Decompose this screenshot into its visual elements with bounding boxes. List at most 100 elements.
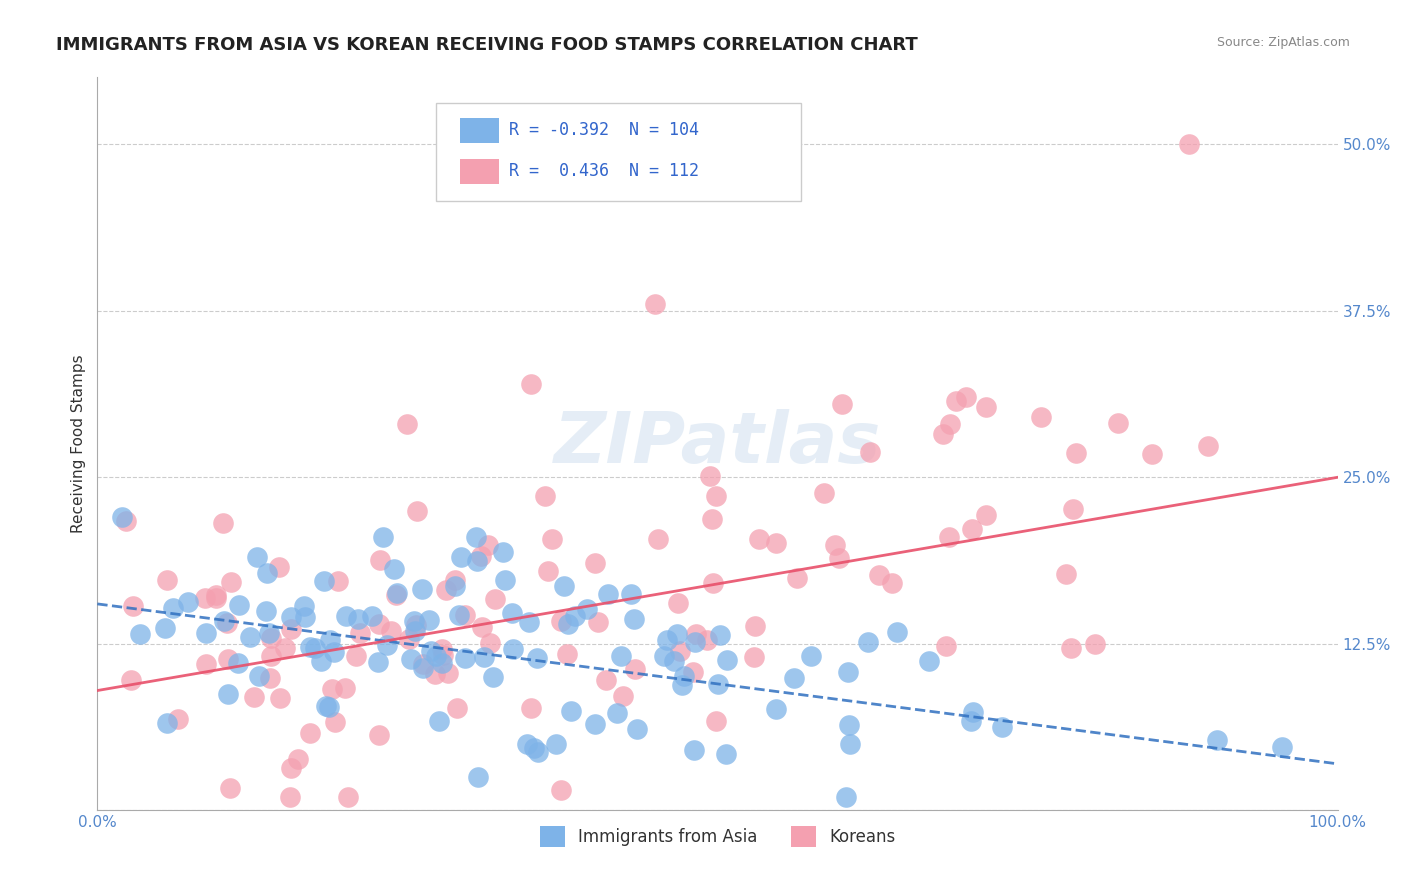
Point [516, 737, 538, 751]
Point [1140, 447, 1163, 461]
Point [683, 743, 706, 757]
Point [960, 714, 983, 728]
Point [955, 390, 977, 404]
Point [195, 657, 218, 671]
Point [243, 690, 266, 704]
Point [304, 641, 326, 656]
Point [404, 624, 426, 638]
Point [405, 617, 427, 632]
Point [128, 627, 150, 641]
Point [939, 417, 962, 432]
Point [177, 595, 200, 609]
Point [484, 592, 506, 607]
Point [626, 722, 648, 736]
Point [335, 681, 357, 696]
Point [155, 621, 177, 635]
Point [1063, 501, 1085, 516]
Point [828, 551, 851, 566]
Point [260, 649, 283, 664]
Point [323, 715, 346, 730]
Point [299, 640, 322, 655]
Point [385, 588, 408, 602]
Point [962, 706, 984, 720]
Point [411, 582, 433, 596]
Point [425, 648, 447, 663]
Point [247, 669, 270, 683]
Point [644, 297, 666, 311]
Point [114, 514, 136, 528]
Point [371, 530, 394, 544]
Point [744, 619, 766, 633]
Point [194, 625, 217, 640]
Point [367, 655, 389, 669]
Point [799, 649, 821, 664]
Point [583, 557, 606, 571]
Point [526, 650, 548, 665]
Point [1197, 439, 1219, 453]
Point [838, 718, 860, 732]
Point [246, 549, 269, 564]
Point [974, 508, 997, 523]
Point [839, 737, 862, 751]
Point [287, 752, 309, 766]
Point [748, 532, 770, 546]
Point [292, 599, 315, 613]
Point [742, 650, 765, 665]
Point [886, 625, 908, 640]
Point [375, 638, 398, 652]
Point [523, 740, 546, 755]
Point [1064, 446, 1087, 460]
Point [437, 666, 460, 681]
Point [418, 613, 440, 627]
Point [280, 609, 302, 624]
Point [298, 726, 321, 740]
Point [960, 522, 983, 536]
Point [321, 682, 343, 697]
Point [560, 704, 582, 718]
Point [212, 614, 235, 628]
Point [318, 700, 340, 714]
Point [361, 609, 384, 624]
Point [583, 716, 606, 731]
Point [315, 699, 337, 714]
Text: Source: ZipAtlas.com: Source: ZipAtlas.com [1216, 36, 1350, 49]
Point [682, 665, 704, 680]
Point [520, 376, 543, 391]
Point [494, 573, 516, 587]
Point [217, 687, 239, 701]
Point [550, 615, 572, 629]
Point [702, 576, 724, 591]
Point [471, 620, 494, 634]
Point [672, 669, 695, 683]
Point [122, 599, 145, 614]
Point [527, 746, 550, 760]
Point [544, 737, 567, 751]
Point [309, 654, 332, 668]
Point [194, 591, 217, 605]
Point [700, 511, 723, 525]
Point [347, 612, 370, 626]
Legend: Immigrants from Asia, Koreans: Immigrants from Asia, Koreans [533, 820, 903, 854]
Y-axis label: Receiving Food Stamps: Receiving Food Stamps [72, 355, 86, 533]
Point [813, 486, 835, 500]
Point [432, 648, 454, 662]
Text: IMMIGRANTS FROM ASIA VS KOREAN RECEIVING FOOD STAMPS CORRELATION CHART: IMMIGRANTS FROM ASIA VS KOREAN RECEIVING… [56, 36, 918, 54]
Point [344, 648, 367, 663]
Point [666, 627, 689, 641]
Point [491, 545, 513, 559]
Point [368, 553, 391, 567]
Point [555, 647, 578, 661]
Point [465, 554, 488, 568]
Point [412, 657, 434, 672]
Point [467, 770, 489, 784]
Point [446, 701, 468, 715]
Point [211, 516, 233, 531]
Point [765, 702, 787, 716]
Point [671, 678, 693, 692]
Point [1107, 416, 1129, 430]
Point [595, 673, 617, 688]
Point [454, 650, 477, 665]
Point [380, 624, 402, 638]
Point [218, 780, 240, 795]
Point [382, 562, 405, 576]
